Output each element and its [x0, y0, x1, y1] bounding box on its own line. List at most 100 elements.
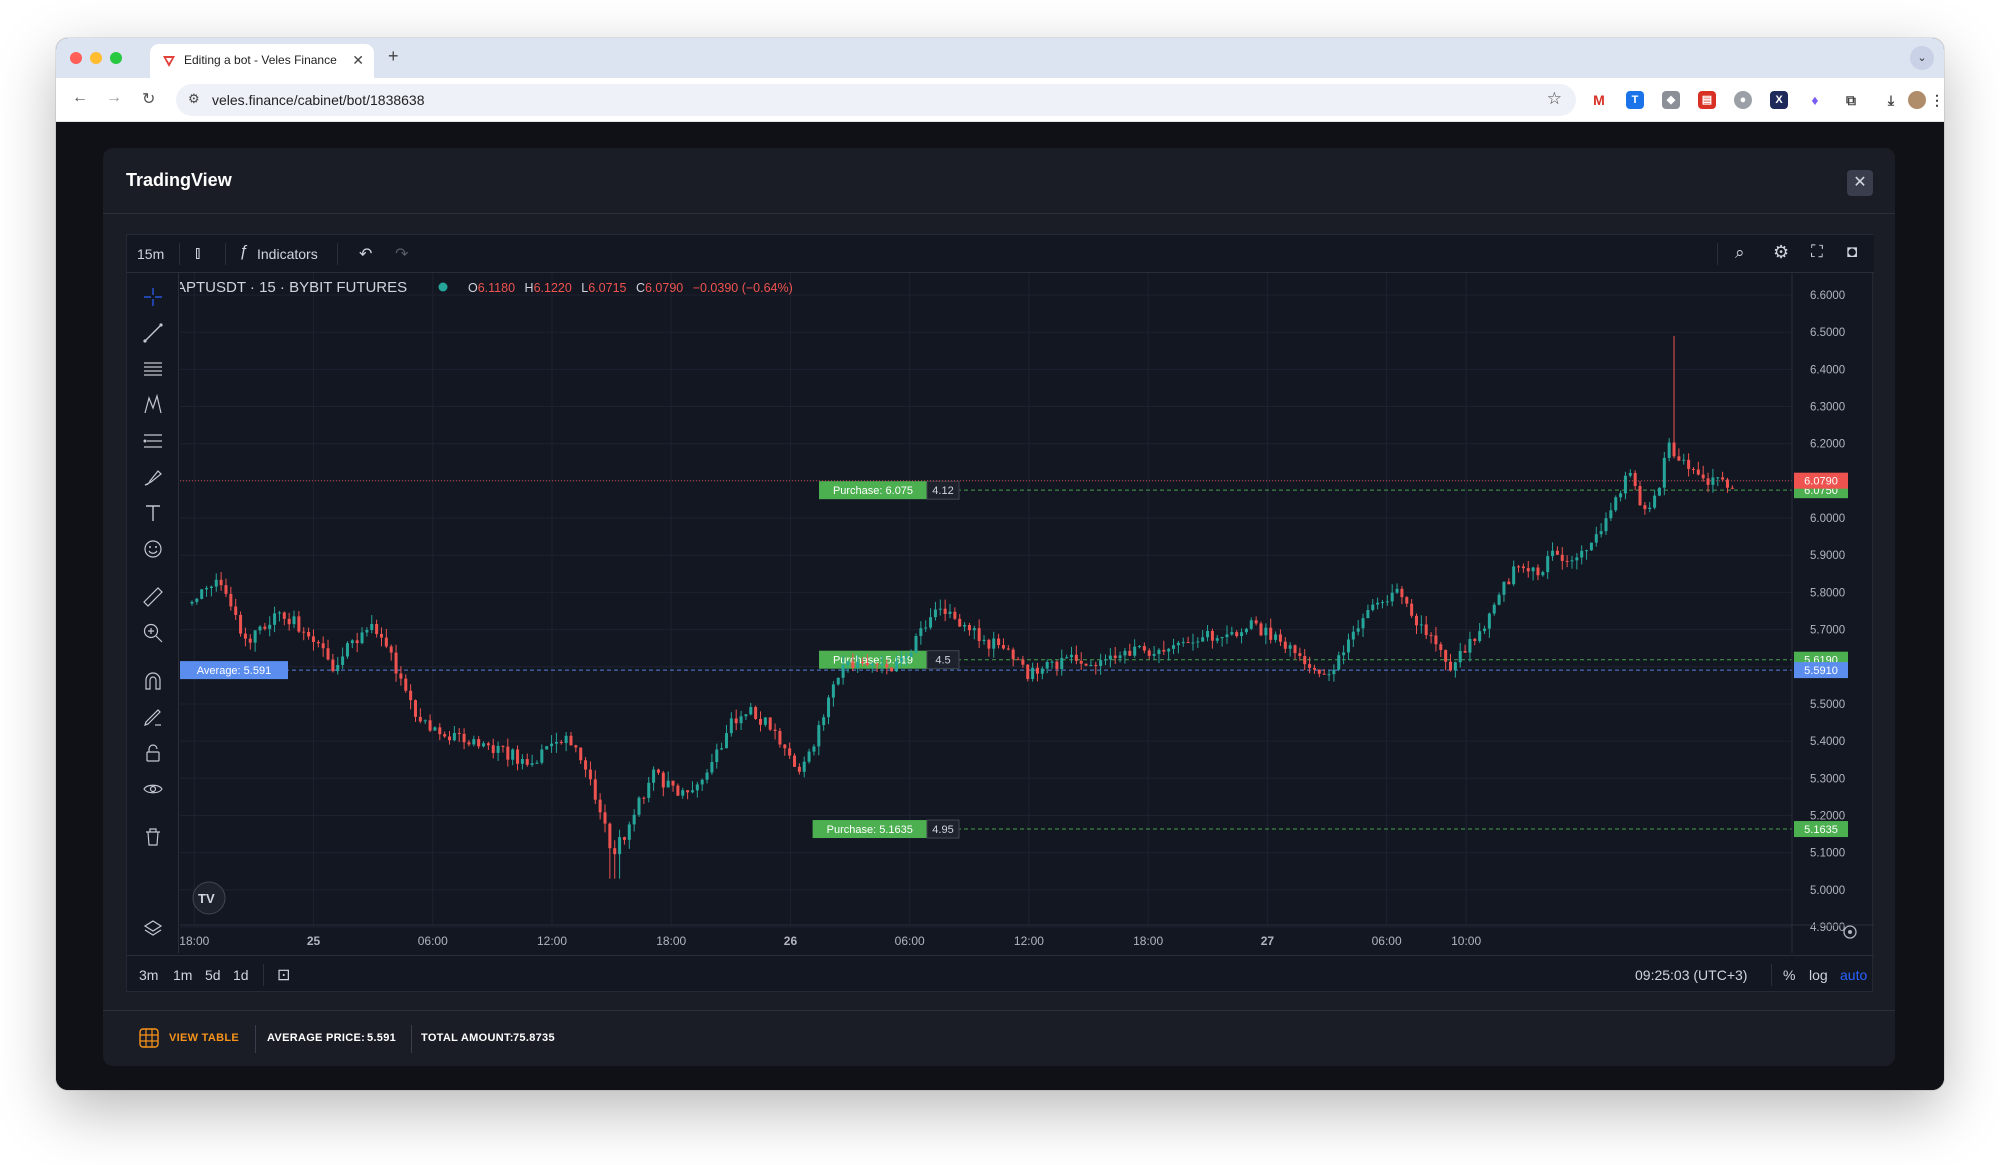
zoom-in-icon[interactable] — [141, 621, 165, 645]
candle — [1385, 595, 1389, 606]
fib-retracement-icon[interactable] — [141, 357, 165, 381]
emoji-icon[interactable] — [141, 537, 165, 561]
zoom-window-button[interactable] — [110, 52, 122, 64]
x-extension-icon[interactable]: X — [1770, 91, 1788, 109]
brush-icon[interactable] — [141, 465, 165, 489]
candle — [404, 674, 408, 693]
candle — [656, 768, 660, 776]
indicators-button[interactable]: Indicators — [257, 246, 318, 262]
translate-extension-icon[interactable]: T — [1626, 91, 1644, 109]
chart-type-icon[interactable]: ⫾ — [195, 243, 201, 262]
minimize-window-button[interactable] — [90, 52, 102, 64]
new-tab-icon[interactable]: + — [388, 46, 399, 66]
candle-body — [302, 631, 306, 633]
close-window-button[interactable] — [70, 52, 82, 64]
time-axis-settings-icon[interactable] — [1843, 925, 1857, 939]
browser-window: Editing a bot - Veles Finance ✕ + ⌄ ← → … — [56, 38, 1944, 1090]
range-1d-button[interactable]: 1d — [233, 967, 249, 983]
site-info-icon[interactable]: ⚙ — [188, 91, 200, 106]
eye-visibility-icon[interactable] — [141, 777, 165, 801]
wallet-extension-icon[interactable]: ♦ — [1806, 91, 1824, 109]
candle-body — [1453, 662, 1457, 671]
candle — [1201, 630, 1205, 643]
chart-bottom-toolbar: 3m 1m 5d 1d ⊡ 09:25:03 (UTC+3) % log aut… — [127, 955, 1874, 993]
candle — [1240, 628, 1244, 644]
legend-high-label: H — [525, 281, 534, 295]
browser-tab[interactable]: Editing a bot - Veles Finance ✕ — [150, 44, 374, 78]
prediction-tool-icon[interactable] — [141, 429, 165, 453]
interval-button[interactable]: 15m — [137, 246, 165, 262]
redo-icon[interactable]: ↷ — [395, 246, 409, 263]
candle — [1176, 640, 1180, 654]
candle-body — [467, 742, 471, 745]
download-icon[interactable]: ⤓ — [1882, 91, 1900, 109]
modal-close-button[interactable]: ✕ — [1847, 170, 1873, 196]
log-scale-toggle[interactable]: log — [1809, 967, 1828, 983]
candle-body — [1536, 567, 1540, 576]
range-1m-button[interactable]: 1m — [173, 967, 193, 983]
candle — [724, 724, 728, 749]
extensions-puzzle-icon[interactable]: ⧉ — [1842, 91, 1860, 109]
gmail-extension-icon[interactable]: M — [1590, 91, 1608, 109]
auto-scale-toggle[interactable]: auto — [1840, 967, 1868, 983]
red-extension-icon[interactable]: ▤ — [1698, 91, 1716, 109]
candle — [924, 620, 928, 632]
forward-icon[interactable]: → — [106, 89, 122, 106]
close-tab-icon[interactable]: ✕ — [352, 52, 364, 68]
trend-line-icon[interactable] — [141, 321, 165, 345]
text-tool-icon[interactable] — [141, 501, 165, 525]
candle-body — [1565, 560, 1569, 562]
candle-body — [559, 742, 563, 744]
indicators-icon[interactable]: ƒ — [239, 243, 248, 260]
candle — [613, 840, 617, 879]
candle-body — [379, 633, 383, 638]
quick-search-icon[interactable]: ⌕ — [1735, 243, 1745, 262]
trash-icon[interactable] — [141, 825, 165, 849]
candle-body — [744, 714, 748, 717]
candle-body — [1405, 597, 1409, 604]
magnet-icon[interactable] — [141, 669, 165, 693]
candle — [763, 716, 767, 727]
bookmark-star-icon[interactable]: ☆ — [1546, 89, 1562, 108]
candle-body — [1249, 620, 1253, 629]
y-tick-label: 5.4000 — [1810, 736, 1845, 748]
blocked-extension-icon[interactable]: ● — [1734, 91, 1752, 109]
fullscreen-icon[interactable]: ⛶ — [1811, 242, 1823, 261]
range-3m-button[interactable]: 3m — [139, 967, 159, 983]
crosshair-icon[interactable] — [141, 285, 165, 309]
candle — [345, 641, 349, 659]
candle — [428, 714, 432, 733]
profile-avatar[interactable] — [1908, 91, 1926, 109]
range-5d-button[interactable]: 5d — [205, 967, 221, 983]
undo-icon[interactable]: ↶ — [359, 246, 373, 263]
percent-scale-toggle[interactable]: % — [1783, 967, 1796, 983]
back-icon[interactable]: ← — [72, 89, 88, 106]
candle-body — [788, 748, 792, 756]
candle-body — [1094, 664, 1098, 667]
settings-gear-icon[interactable]: ⚙ — [1773, 242, 1790, 262]
pattern-tool-icon[interactable] — [141, 393, 165, 417]
stay-in-drawing-icon[interactable] — [141, 705, 165, 729]
diamond-extension-icon[interactable]: ◆ — [1662, 91, 1680, 109]
legend-symbol[interactable]: APTUSDT · 15 · BYBIT FUTURES — [180, 279, 407, 296]
ruler-icon[interactable] — [141, 585, 165, 609]
lock-icon[interactable] — [141, 741, 165, 765]
browser-menu-icon[interactable]: ⋮ — [1930, 91, 1944, 109]
candle — [1648, 502, 1652, 513]
table-grid-icon[interactable] — [139, 1028, 159, 1048]
goto-date-icon[interactable]: ⊡ — [277, 967, 291, 984]
utc-clock[interactable]: 09:25:03 (UTC+3) — [1635, 967, 1748, 983]
candle-body — [642, 797, 646, 799]
candle — [895, 655, 899, 672]
camera-snapshot-icon[interactable]: ◘ — [1847, 242, 1858, 261]
candle-body — [1623, 475, 1627, 494]
address-bar[interactable]: ⚙ veles.finance/cabinet/bot/1838638 ☆ — [176, 84, 1576, 116]
object-tree-layers-icon[interactable] — [141, 917, 165, 941]
reload-icon[interactable]: ↻ — [142, 91, 156, 108]
candle — [1633, 470, 1637, 491]
view-table-button[interactable]: VIEW TABLE — [169, 1032, 240, 1044]
tab-search-icon[interactable]: ⌄ — [1910, 46, 1934, 70]
url-text[interactable]: veles.finance/cabinet/bot/1838638 — [212, 92, 425, 108]
tradingview-logo[interactable]: TV — [192, 881, 226, 915]
